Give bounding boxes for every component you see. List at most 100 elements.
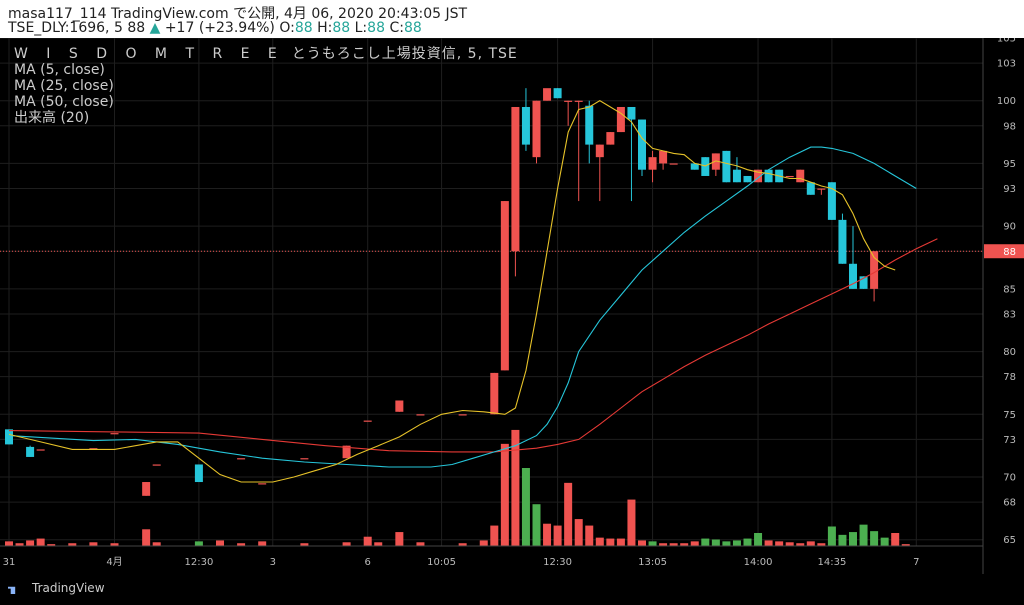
legend-ma25[interactable]: MA (25, close) [14,78,114,94]
volume-bar [680,543,689,546]
candle-body [817,188,826,190]
volume-bar [722,541,731,546]
low-value: 88 [367,20,385,36]
candle-body [532,100,541,158]
moving-averages [8,100,938,483]
legend-ma50[interactable]: MA (50, close) [14,94,114,110]
candle-body [595,144,604,158]
volume-bar [891,533,900,546]
volume-bar [669,543,678,546]
volume-bars [5,429,910,546]
price-tick-label: 105 [997,34,1016,45]
logo-text: TradingView [32,581,105,595]
legend-title[interactable]: W I S D O M T R E E とうもろこし上場投資信, 5, TSE [14,46,518,62]
price-tick-label: 98 [1003,121,1016,132]
price-tick-label: 75 [1003,410,1016,421]
volume-bar [363,536,372,546]
price-tick-label: 68 [1003,498,1016,509]
volume-bar [342,542,351,546]
current-price-label-bg [984,244,1024,259]
candle-body [722,150,731,183]
volume-bar [36,538,45,546]
candle-body [711,153,720,170]
grid [0,37,983,546]
volume-bar [817,543,826,546]
volume-bar [490,525,499,546]
legend-volume[interactable]: 出来高 (20) [14,110,90,126]
time-tick-label: 3 [270,557,276,568]
last-price: 88 [127,20,146,36]
volume-bar [838,534,847,546]
price-tick-label: 70 [1003,473,1016,484]
close-label: C: [389,20,404,36]
price-tick-label: 100 [997,96,1016,107]
volume-bar [511,429,520,546]
volume-bar [785,542,794,546]
time-tick-label: 10:05 [427,557,456,568]
volume-bar [258,541,267,546]
candle-body [416,414,425,416]
volume-bar [152,542,161,546]
candle-body [511,106,520,252]
candle-body [870,251,879,289]
candle-body [194,464,203,483]
candle-body [754,169,763,183]
time-tick-label: 6 [365,557,371,568]
candle-body [838,219,847,264]
high-value: 88 [332,20,351,36]
candle-body [395,400,404,412]
candle-body [585,105,594,145]
open-label: O: [279,20,295,36]
chart-legend: W I S D O M T R E E とうもろこし上場投資信, 5, TSE M… [14,46,518,126]
price-tick-label: 80 [1003,347,1016,358]
volume-bar [616,538,625,546]
price-tick-label: 90 [1003,222,1016,233]
volume-bar [638,540,646,546]
volume-bar [89,542,98,546]
symbol-line: TSE_DLY:1696, 5 88 ▲ +17 (+23.94%) O:88 … [8,20,422,36]
legend-ma5[interactable]: MA (5, close) [14,62,105,78]
candle-body [458,414,467,416]
volume-bar [806,541,815,546]
volume-bar [142,529,151,546]
time-tick-label: 12:30 [543,557,572,568]
tradingview-logo[interactable]: TradingView [8,581,105,595]
candle-body [764,169,773,183]
price-change: +17 (+23.94%) [164,20,275,36]
price-axis-bg [983,38,1024,574]
header: masa117_114 TradingView.com で公開, 4月 06, … [0,0,1024,38]
volume-bar [743,538,752,546]
time-tick-label: 7 [913,557,919,568]
volume-bar [627,499,636,546]
volume-bar [606,538,615,546]
volume-bar [194,541,203,546]
time-tick-label: 4月 [106,556,122,568]
time-tick-label: 14:00 [744,557,773,568]
candle-body [785,175,794,178]
volume-bar [543,523,552,546]
current-price-label: 88 [1003,247,1016,258]
time-tick-label: 12:30 [184,557,213,568]
close-value: 88 [403,20,422,36]
time-axis: 31 4月 12:30 3 6 10:05 12:30 13:05 14:00 14:35 7 [0,545,983,568]
volume-bar [532,504,541,546]
price-tick-label: 73 [1003,435,1016,446]
price-axis: 656870737578808385889093959810010310588 [982,34,1024,574]
volume-bar [849,532,857,546]
volume-bar [47,544,56,546]
volume-bar [585,525,594,546]
candle-body [564,100,573,102]
ma25-line [8,146,917,468]
symbol: TSE_DLY:1696, 5 [8,20,123,36]
volume-bar [796,543,805,546]
volume-bar [479,540,488,546]
candle-body [110,433,119,435]
candle-body [743,175,752,183]
candle-body [659,150,668,164]
high-label: H: [317,20,333,36]
volume-bar [754,533,763,546]
volume-bar [68,543,77,546]
volume-bar [701,538,710,546]
candle-body [500,201,509,371]
